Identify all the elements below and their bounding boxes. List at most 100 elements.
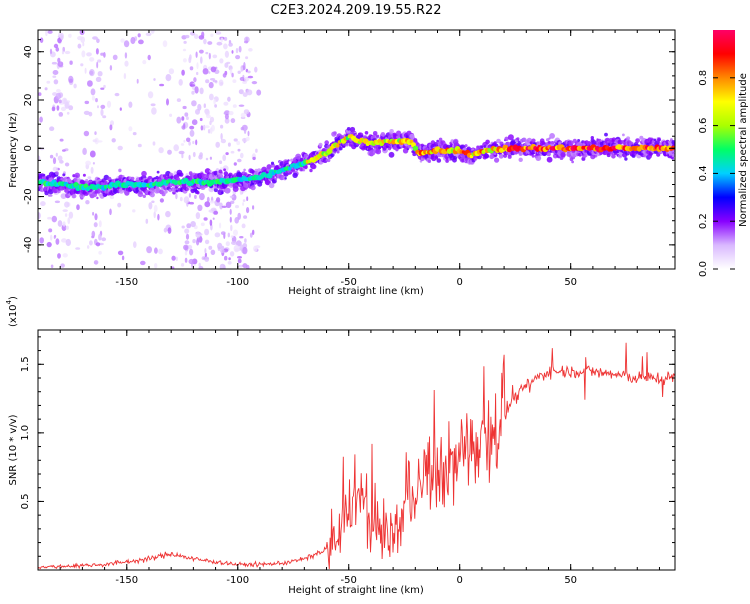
ridge-halo-point [318,142,323,147]
noise-point [147,54,151,61]
noise-point [224,255,228,261]
colorbar-tick-label: 0.8 [698,70,709,86]
noise-point [255,148,258,153]
noise-point [95,242,101,247]
x-tick-label: 0 [457,575,463,586]
noise-point [237,148,241,152]
noise-point [215,31,222,35]
noise-point [97,140,103,143]
noise-point [121,255,125,261]
noise-point [189,125,195,130]
noise-point [252,205,255,210]
noise-point [89,57,95,62]
ridge-halo-point [606,153,611,158]
noise-point [230,200,235,204]
noise-point [153,204,158,213]
noise-point [221,205,227,208]
x-tick-label: -100 [226,575,249,586]
noise-point [100,52,105,56]
ridge-halo-point [186,187,190,191]
noise-point [201,31,205,38]
noise-point [206,196,210,203]
ridge-halo-point [518,157,523,162]
noise-point [204,239,210,245]
scale-label-base: (x10 [8,304,19,327]
noise-point [159,83,165,87]
noise-point [130,36,136,45]
noise-point [192,151,196,158]
noise-point [84,67,87,74]
noise-point [230,224,233,232]
ridge-halo-point [149,192,155,198]
noise-point [254,66,258,73]
ridge-halo-point [96,196,99,200]
noise-point [209,219,213,226]
noise-point [186,223,192,229]
noise-point [219,202,223,210]
noise-point [193,77,197,83]
noise-point [61,97,68,105]
noise-point [87,176,92,180]
noise-point [45,30,48,37]
noise-point [50,234,53,241]
noise-point [212,54,218,59]
ridge-halo-point [243,168,246,172]
ridge-halo-point [218,169,223,174]
noise-point [197,103,202,111]
ridge-halo-point [577,141,583,147]
noise-point [195,231,201,238]
noise-point [233,229,238,236]
colorbar: 0.0 0.2 0.4 0.6 0.8 Normalized spectral ampl… [698,30,749,277]
noise-point [68,211,74,219]
noise-point [109,208,112,216]
noise-point [237,212,241,220]
noise-point [210,249,216,255]
noise-point [213,210,219,215]
noise-point [189,248,194,256]
noise-point [96,61,99,69]
noise-point [114,92,120,97]
ridge-halo-point [270,161,275,165]
noise-point [106,100,112,108]
bottom-x-axis-label: Height of straight line (km) [288,585,424,596]
noise-point [231,241,237,245]
noise-point [146,246,153,254]
ridge-halo-point [396,130,402,136]
noise-point [124,52,128,59]
noise-point [241,124,248,131]
y-tick-label: 0 [23,145,34,151]
noise-point [89,69,95,77]
noise-point [208,81,214,89]
noise-point [185,233,190,240]
y-tick-label: 20 [23,94,34,107]
y-tick-label: 1.0 [20,425,31,441]
noise-point [256,89,262,96]
noise-point [95,76,102,82]
noise-point [85,160,91,166]
y-tick-label: 1.5 [20,356,31,372]
noise-point [184,257,188,263]
noise-point [239,244,244,251]
ridge-halo-point [99,190,102,193]
noise-point [56,88,61,93]
noise-point [235,55,241,60]
noise-point [162,40,168,48]
ridge-halo-point [376,134,380,138]
noise-point [58,99,62,104]
noise-point [220,138,226,144]
noise-point [191,100,197,107]
ridge-halo-point [375,148,382,155]
noise-point [209,120,212,126]
ridge-halo-point [268,182,275,189]
colorbar-ticks: 0.0 0.2 0.4 0.6 0.8 [698,70,735,277]
noise-point [67,217,71,225]
noise-point [216,197,221,203]
ridge-halo-point [265,179,271,185]
noise-point [57,61,64,67]
ridge-halo-point [74,172,81,178]
noise-point [93,222,98,228]
noise-point [60,106,67,111]
noise-point [183,123,186,129]
top-y-ticks: -40 -20 0 20 40 [23,39,675,258]
y-tick-label: 0.5 [20,493,31,509]
